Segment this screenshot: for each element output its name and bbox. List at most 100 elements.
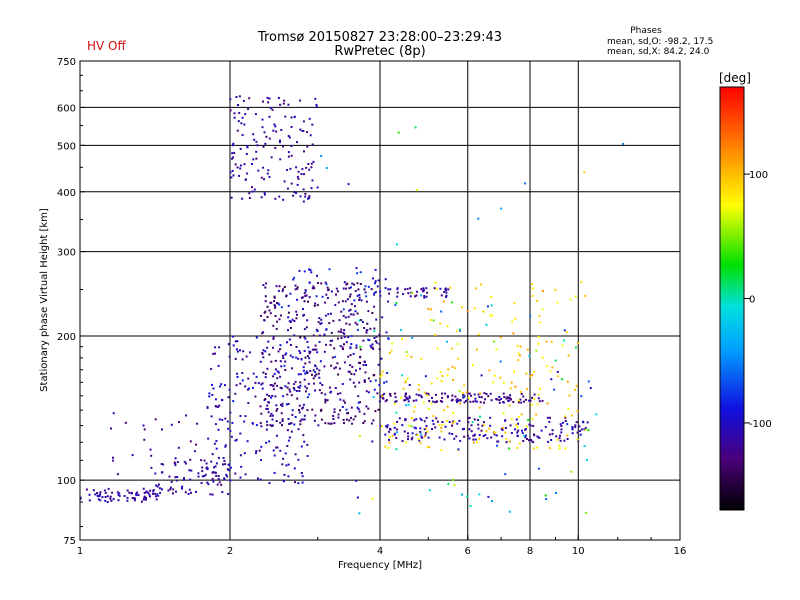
data-point [243,452,246,455]
data-point [233,116,236,119]
data-point [372,374,375,377]
data-point [558,447,561,450]
data-point [253,138,256,141]
data-point [425,392,428,395]
data-point [246,172,249,175]
data-point [235,96,238,98]
data-point [212,352,215,355]
data-point [417,438,420,441]
data-point [269,312,272,315]
data-point [279,348,281,351]
data-point [367,391,370,394]
data-point [296,397,299,400]
data-point [373,293,375,296]
data-point [515,418,518,421]
data-point [197,475,200,478]
data-point [288,320,291,323]
data-point [343,343,345,346]
data-point [584,511,587,514]
data-point [502,427,505,430]
data-point [144,498,147,501]
data-point [188,488,191,491]
data-point [475,400,478,403]
data-point [343,336,346,338]
data-point [299,352,302,355]
data-point [251,186,253,189]
data-point [529,399,532,402]
data-point [349,286,352,289]
data-point [309,350,312,353]
data-point [295,310,298,313]
data-point [293,423,296,426]
data-point [312,369,315,372]
data-point [336,362,339,365]
data-point [307,346,310,349]
data-point [131,491,133,494]
data-point [443,438,446,441]
data-point [304,290,307,293]
data-point [393,402,396,405]
data-point [328,268,331,271]
data-point [154,495,157,498]
data-point [353,305,356,308]
data-point [337,330,340,333]
data-point [269,107,272,110]
data-point [413,405,416,408]
data-point [347,336,350,339]
data-point [339,392,342,395]
data-point [520,413,523,416]
data-point [345,341,348,344]
data-point [306,409,309,412]
data-point [249,351,252,354]
data-point [320,418,323,421]
data-point [575,421,578,424]
data-point [422,401,425,404]
data-point [489,424,492,427]
data-point [231,157,233,160]
data-point [528,399,531,402]
data-point [375,335,378,338]
data-point [287,316,290,319]
data-point [420,396,423,399]
data-point [319,360,322,363]
data-point [193,450,196,453]
data-point [349,346,352,349]
data-point [262,166,265,169]
data-point [275,420,278,422]
data-point [445,420,448,422]
data-point [116,491,119,494]
data-point [472,438,475,441]
data-point [517,401,520,404]
data-point [310,187,313,190]
data-point [432,423,435,426]
data-point [339,409,342,412]
data-point [525,372,528,375]
data-point [308,296,311,299]
data-point [501,429,504,431]
data-point [537,397,540,400]
data-point [161,488,163,491]
data-point [439,371,442,373]
data-point [531,417,534,420]
data-point [228,355,231,358]
data-point [229,411,232,414]
data-point [283,364,286,367]
data-point [473,307,476,310]
phases-mean-o: mean, sd,O: -98.2, 17.5 [607,37,713,47]
data-point [293,320,296,322]
data-point [299,423,302,426]
data-point [99,493,102,496]
data-point [332,415,335,417]
data-point [445,291,448,294]
data-point [373,330,376,333]
data-point [465,391,468,394]
data-point [174,457,177,460]
data-point [498,399,501,402]
data-point [254,113,257,116]
data-point [479,415,482,418]
data-point [550,340,553,343]
data-point [525,425,528,428]
data-point [498,401,501,404]
data-point [210,460,213,463]
data-point [298,390,301,392]
